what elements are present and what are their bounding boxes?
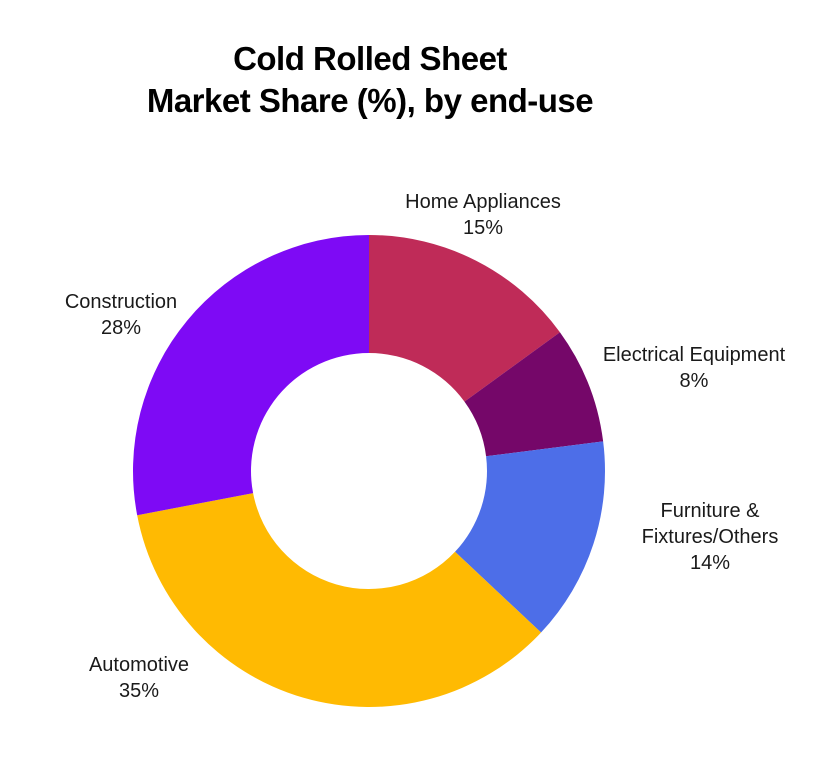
slice-label-text: Furniture & Fixtures/Others: [641, 500, 779, 548]
slice-label-text: Electrical Equipment: [602, 344, 786, 366]
slice-label-value: 8%: [679, 370, 709, 392]
donut-segment-furniture-fixtures-others: [455, 441, 606, 633]
slice-label-furniture-fixtures-others: Furniture & Fixtures/Others 14%: [623, 498, 798, 576]
slice-label-value: 35%: [118, 680, 160, 702]
slice-label-electrical-equipment: Electrical Equipment 8%: [574, 342, 814, 394]
slice-label-text: Home Appliances: [405, 191, 561, 213]
donut-segment-electrical-equipment: [464, 332, 604, 457]
slice-label-text: Automotive: [88, 654, 190, 676]
slice-label-value: 14%: [689, 552, 731, 574]
donut-segment-automotive: [137, 493, 542, 708]
donut-segment-construction: [133, 235, 369, 516]
donut-segment-home-appliances: [369, 235, 560, 402]
slice-label-value: 15%: [462, 217, 504, 239]
chart-title: Cold Rolled Sheet Market Share (%), by e…: [146, 40, 594, 120]
slice-label-automotive: Automotive 35%: [34, 652, 244, 704]
slice-label-home-appliances: Home Appliances 15%: [368, 189, 598, 241]
slice-label-text: Construction: [64, 291, 178, 313]
slice-label-value: 28%: [100, 317, 142, 339]
slice-label-construction: Construction 28%: [16, 289, 226, 341]
